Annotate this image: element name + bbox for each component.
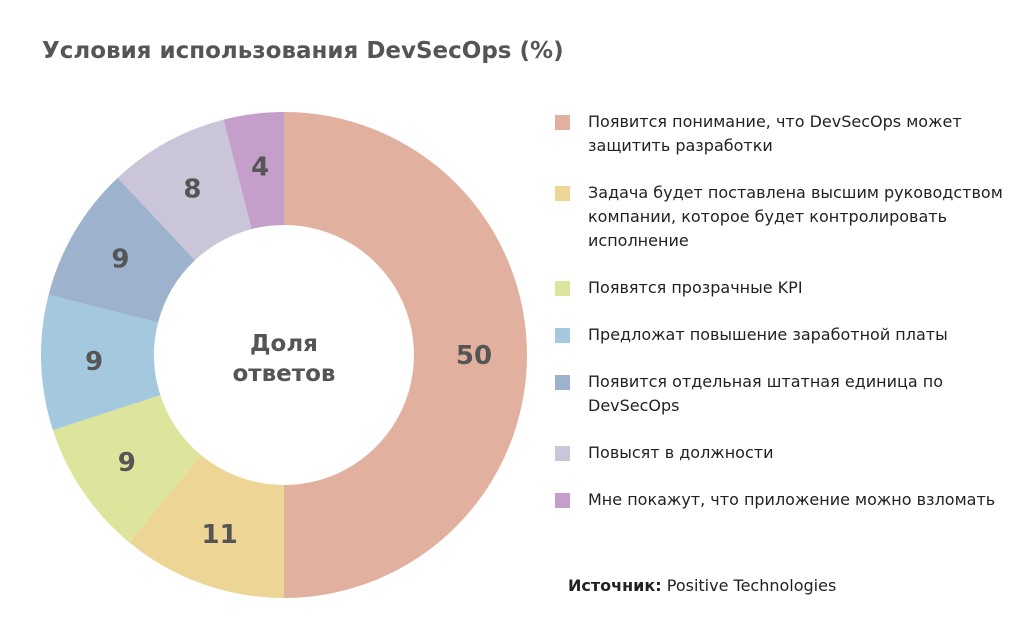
legend-swatch	[555, 186, 570, 201]
data-label: 4	[251, 152, 269, 182]
center-label: Доля	[250, 331, 318, 357]
legend-swatch	[555, 493, 570, 508]
data-label: 50	[456, 341, 492, 371]
legend-label: Повысят в должности	[588, 443, 774, 462]
legend-swatch	[555, 281, 570, 296]
data-label: 11	[202, 520, 238, 550]
legend-label: Появятся прозрачные KPI	[588, 278, 803, 297]
legend-item: Появится отдельная штатная единица по De…	[555, 370, 1010, 418]
legend-swatch	[555, 446, 570, 461]
data-label: 9	[111, 244, 129, 274]
data-label: 9	[118, 448, 136, 478]
donut-slice	[48, 177, 196, 323]
source-label: Источник:	[568, 576, 662, 595]
legend-item: Задача будет поставлена высшим руководст…	[555, 181, 1010, 253]
chart: 50 11 9 9 9 8 4 Доля ответов	[41, 112, 527, 598]
donut-slice	[223, 112, 284, 230]
donut-slice	[284, 112, 527, 598]
data-label: 9	[85, 347, 103, 377]
donut-slice	[129, 455, 284, 598]
donut-slice	[52, 395, 202, 543]
center-label: ответов	[233, 361, 336, 387]
legend-item: Появится понимание, что DevSecOps может …	[555, 110, 1010, 158]
legend-label: Задача будет поставлена высшим руководст…	[588, 183, 1003, 250]
legend-label: Предложат повышение заработной платы	[588, 325, 948, 344]
legend-swatch	[555, 115, 570, 130]
legend-label: Появится отдельная штатная единица по De…	[588, 372, 944, 415]
legend-item: Мне покажут, что приложение можно взлома…	[555, 488, 1010, 512]
source: Источник: Positive Technologies	[568, 576, 836, 595]
legend-item: Предложат повышение заработной платы	[555, 323, 1010, 347]
legend-swatch	[555, 328, 570, 343]
legend-item: Появятся прозрачные KPI	[555, 276, 1010, 300]
legend-label: Мне покажут, что приложение можно взлома…	[588, 490, 996, 509]
donut-slice	[41, 294, 161, 431]
data-label: 8	[183, 175, 201, 205]
donut-slice	[117, 119, 252, 261]
chart-title: Условия использования DevSecOps (%)	[42, 38, 564, 64]
legend-label: Появится понимание, что DevSecOps может …	[588, 112, 962, 155]
source-text: Positive Technologies	[666, 576, 837, 595]
legend: Появится понимание, что DevSecOps может …	[555, 110, 1010, 512]
legend-swatch	[555, 375, 570, 390]
legend-item: Повысят в должности	[555, 441, 1010, 465]
